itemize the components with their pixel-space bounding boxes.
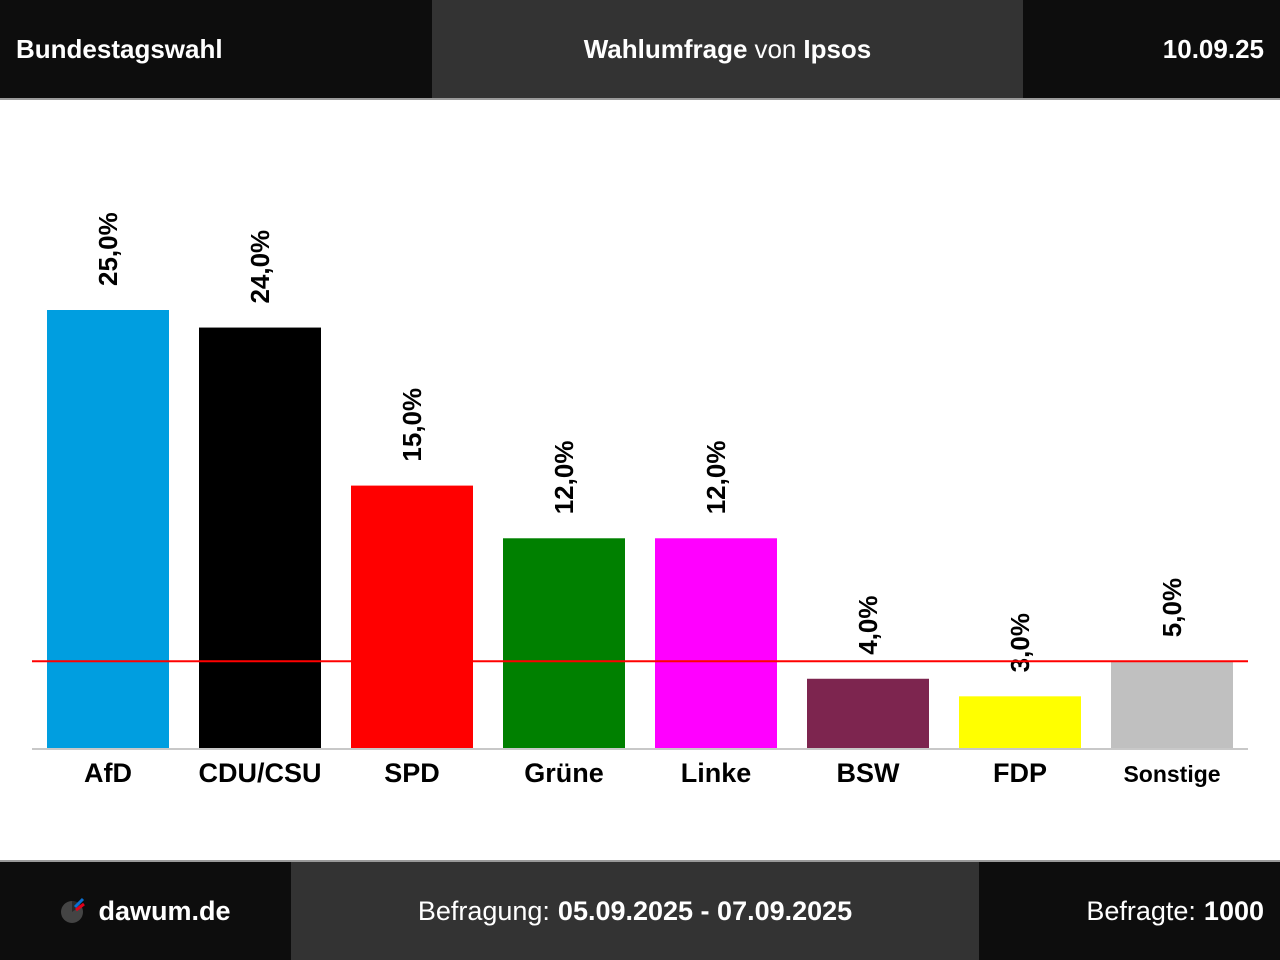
poll-title: Wahlumfrage von Ipsos (432, 0, 1023, 98)
bar-linke (655, 538, 777, 749)
header-bar: Bundestagswahl Wahlumfrage von Ipsos 10.… (0, 0, 1280, 100)
value-label: 5,0% (1157, 578, 1187, 637)
value-label: 12,0% (701, 441, 731, 515)
survey-period-label: Befragung: (417, 895, 550, 926)
bars-group (47, 310, 1233, 749)
category-label: FDP (993, 758, 1047, 788)
bar-spd (351, 485, 473, 749)
poll-institute: Ipsos (803, 33, 872, 64)
category-label: AfD (84, 758, 132, 788)
category-label: Linke (681, 758, 752, 788)
value-label: 24,0% (245, 230, 275, 304)
sample-size: Befragte: 1000 (979, 862, 1280, 960)
value-label: 4,0% (853, 595, 883, 654)
poll-title-label: Wahlumfrage (583, 33, 748, 64)
poll-title-separator: von (754, 33, 797, 64)
election-title: Bundestagswahl (0, 0, 432, 98)
value-label: 25,0% (93, 212, 123, 286)
bar-sonstige (1111, 661, 1233, 749)
bar-grüne (503, 538, 625, 749)
bar-afd (47, 310, 169, 749)
category-label: BSW (837, 758, 901, 788)
category-label: SPD (384, 758, 440, 788)
value-labels-group: 25,0% 24,0% 15,0% 12,0% 12,0% 4,0% 3,0% 5,0% (93, 212, 1187, 672)
poll-bar-chart: 25,0% 24,0% 15,0% 12,0% 12,0% 4,0% 3,0% 5,0% Af… (32, 212, 1248, 788)
survey-period-value: 05.09.2025 - 07.09.2025 (557, 895, 853, 926)
bar-cdu-csu (199, 327, 321, 749)
value-label: 3,0% (1005, 613, 1035, 672)
brand[interactable]: dawum.de (0, 862, 291, 960)
category-label: CDU/CSU (198, 758, 321, 788)
poll-date: 10.09.25 (1023, 0, 1280, 98)
brand-name: dawum.de (98, 895, 231, 926)
category-label: Grüne (524, 758, 604, 788)
bar-bsw (807, 678, 929, 749)
category-labels-group: AfD CDU/CSU SPD Grüne Linke BSW FDP Sonstige (84, 758, 1221, 788)
survey-period: Befragung: 05.09.2025 - 07.09.2025 (291, 862, 979, 960)
value-label: 12,0% (549, 441, 579, 515)
bar-fdp (959, 696, 1081, 749)
dawum-logo-icon (60, 897, 88, 925)
value-label: 15,0% (397, 388, 427, 462)
footer-bar: dawum.de Befragung: 05.09.2025 - 07.09.2… (0, 860, 1280, 960)
sample-size-value: 1000 (1203, 895, 1264, 926)
category-label: Sonstige (1123, 761, 1220, 787)
sample-size-label: Befragte: (1086, 895, 1196, 926)
